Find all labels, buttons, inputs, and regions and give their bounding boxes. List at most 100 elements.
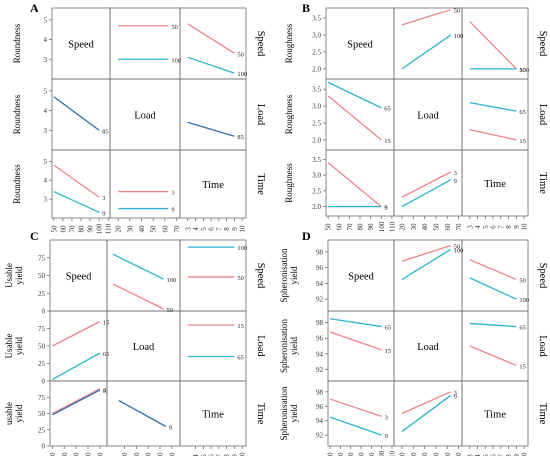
series-end-label: 65 xyxy=(384,106,391,113)
cell-frame xyxy=(109,149,181,219)
y-tick-label: 98 xyxy=(316,388,324,396)
series-end-label: 100 xyxy=(519,297,529,304)
y-axis-title: Roundness xyxy=(12,164,22,204)
x-tick-label: 20 xyxy=(398,452,406,456)
cell-frame xyxy=(393,239,463,312)
series-line-9 xyxy=(329,416,382,436)
series-line-50 xyxy=(401,244,451,262)
x-tick-label: 90 xyxy=(87,225,95,233)
series-end-label: 100 xyxy=(237,71,247,78)
y-tick-label: 2.0 xyxy=(312,203,321,211)
x-tick-label: 10 xyxy=(239,452,247,456)
x-tick-label: 3 xyxy=(466,454,474,456)
y-tick-label: 4 xyxy=(44,107,48,115)
series-line-15 xyxy=(327,95,382,141)
cell-frame xyxy=(49,310,108,382)
x-tick-label: 60 xyxy=(61,452,69,456)
y-axis-title: yield xyxy=(14,337,24,355)
x-tick-label: 100 xyxy=(378,450,386,456)
y-tick-label: 98 xyxy=(316,248,324,256)
x-tick-label: 30 xyxy=(126,225,134,233)
series-end-label: 3 xyxy=(385,414,388,421)
x-tick-label: 110 xyxy=(105,223,113,234)
y-tick-label: 94 xyxy=(316,350,324,358)
panel-d: DSpeedLoadTimeSpeedLoadTime92949698Spher… xyxy=(279,229,548,456)
y-tick-label: 94 xyxy=(316,417,324,425)
x-tick-label: 6 xyxy=(490,225,498,229)
cell-frame xyxy=(179,239,247,312)
series-end-label: 15 xyxy=(103,320,110,327)
series-end-label: 100 xyxy=(519,67,529,74)
y-tick-label: 3.0 xyxy=(312,172,321,180)
y-tick-label: 50 xyxy=(38,272,46,280)
series-end-label: 50 xyxy=(171,24,178,31)
series-line-3 xyxy=(52,388,101,415)
series-end-label: 9 xyxy=(102,210,105,217)
x-tick-label: 7 xyxy=(215,227,223,231)
y-tick-label: 0 xyxy=(42,378,46,386)
series-end-label: 9 xyxy=(169,425,172,432)
series-line-50 xyxy=(469,21,517,70)
series-end-label: 50 xyxy=(454,8,461,15)
y-axis-title: Roundness xyxy=(12,23,22,63)
x-tick-label: 9 xyxy=(231,227,239,231)
y-tick-label: 2.5 xyxy=(312,187,321,195)
factor-label: Speed xyxy=(66,272,92,283)
cell-frame xyxy=(461,310,529,382)
x-tick-label: 90 xyxy=(368,452,376,456)
y-axis-title: Roughness xyxy=(284,94,294,134)
series-line-9 xyxy=(118,399,167,428)
series-line-65 xyxy=(469,102,517,112)
cell-frame xyxy=(461,78,529,151)
series-end-label: 3 xyxy=(103,387,106,394)
series-line-50 xyxy=(401,9,451,26)
series-end-label: 15 xyxy=(385,348,392,355)
y-tick-label: 3 xyxy=(44,196,48,204)
series-line-3 xyxy=(401,391,451,415)
series-end-label: 65 xyxy=(519,325,526,332)
x-tick-label: 5 xyxy=(482,454,490,456)
y-axis-title: Roundness xyxy=(12,94,22,134)
series-line-9 xyxy=(401,394,452,433)
x-tick-label: 60 xyxy=(335,223,343,231)
y-tick-label: 3.5 xyxy=(312,86,321,94)
series-line-100 xyxy=(401,248,452,280)
y-tick-label: 2.0 xyxy=(312,65,321,73)
y-tick-label: 3 xyxy=(44,56,48,64)
series-end-label: 9 xyxy=(385,433,388,440)
series-end-label: 85 xyxy=(102,128,109,135)
y-tick-label: 3.0 xyxy=(312,103,321,111)
side-factor-label: Time xyxy=(255,173,266,195)
y-tick-label: 5 xyxy=(44,158,48,166)
x-tick-label: 40 xyxy=(421,452,429,456)
y-tick-label: 2.5 xyxy=(312,119,321,127)
factor-label: Speed xyxy=(348,272,374,283)
x-tick-label: 80 xyxy=(357,223,365,231)
cell-frame xyxy=(393,380,463,447)
y-tick-label: 5 xyxy=(44,16,48,24)
y-tick-label: 3 xyxy=(44,127,48,135)
series-end-label: 65 xyxy=(103,351,110,358)
series-end-label: 3 xyxy=(102,195,105,202)
series-line-50 xyxy=(112,283,164,310)
series-end-label: 50 xyxy=(237,275,244,282)
series-end-label: 65 xyxy=(385,325,392,332)
y-axis-title: Spheronisation xyxy=(279,386,289,440)
x-tick-label: 50 xyxy=(432,223,440,231)
series-end-label: 15 xyxy=(519,363,526,370)
factor-label: Time xyxy=(484,410,506,421)
y-axis-title: usable xyxy=(4,402,14,425)
series-line-15 xyxy=(469,345,517,367)
x-tick-label: 40 xyxy=(133,452,141,456)
cell-frame xyxy=(51,78,111,151)
side-factor-label: Load xyxy=(537,104,548,126)
y-tick-label: 92 xyxy=(316,432,324,440)
series-line-9 xyxy=(53,190,100,213)
x-tick-label: 80 xyxy=(85,452,93,456)
x-tick-label: 20 xyxy=(398,223,406,231)
side-factor-label: Load xyxy=(255,104,266,126)
series-end-label: 3 xyxy=(384,205,387,212)
y-tick-label: 92 xyxy=(316,366,324,374)
series-end-label: 9 xyxy=(103,388,106,395)
y-tick-label: 96 xyxy=(316,403,324,411)
